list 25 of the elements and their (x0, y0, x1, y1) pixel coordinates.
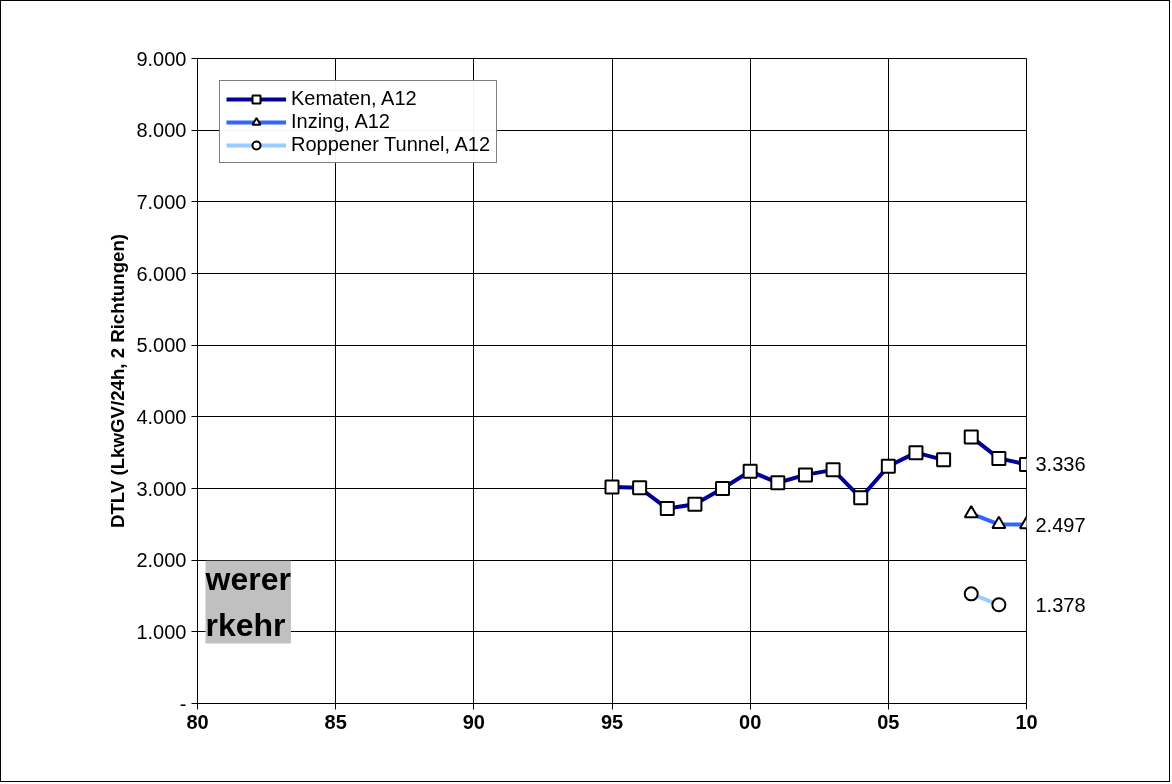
x-tick-label: 80 (186, 710, 209, 733)
y-axis-title: DTLV (LkwGV/24h, 2 Richtungen) (107, 233, 129, 529)
x-tick-label: 95 (600, 710, 624, 733)
y-tick-label: 1.000 (136, 620, 187, 643)
y-tick-label: 3.000 (136, 477, 187, 500)
legend-label: Inzing, A12 (291, 110, 390, 133)
legend-label: Kematen, A12 (291, 87, 417, 110)
legend-label: Roppener Tunnel, A12 (291, 133, 491, 156)
y-tick-label: - (179, 692, 187, 715)
data-label: 2.497 (1035, 513, 1086, 536)
y-tick-label: 9.000 (136, 47, 187, 70)
x-tick-label: 10 (1015, 710, 1038, 733)
x-tick-label: 05 (877, 710, 900, 733)
x-tick-label: 00 (739, 710, 762, 733)
y-tick-label: 4.000 (136, 405, 187, 428)
y-tick-label: 7.000 (136, 190, 187, 213)
y-tick-label: 5.000 (136, 334, 187, 357)
annotation: werer rkehr (204, 560, 291, 644)
x-tick-label: 90 (462, 710, 485, 733)
x-tick-label: 85 (324, 710, 347, 733)
y-tick-label: 6.000 (136, 262, 187, 285)
y-tick-label: 8.000 (136, 119, 187, 142)
y-tick-label: 2.000 (136, 549, 187, 572)
data-label: 3.336 (1035, 453, 1086, 476)
data-label: 1.378 (1035, 593, 1086, 616)
